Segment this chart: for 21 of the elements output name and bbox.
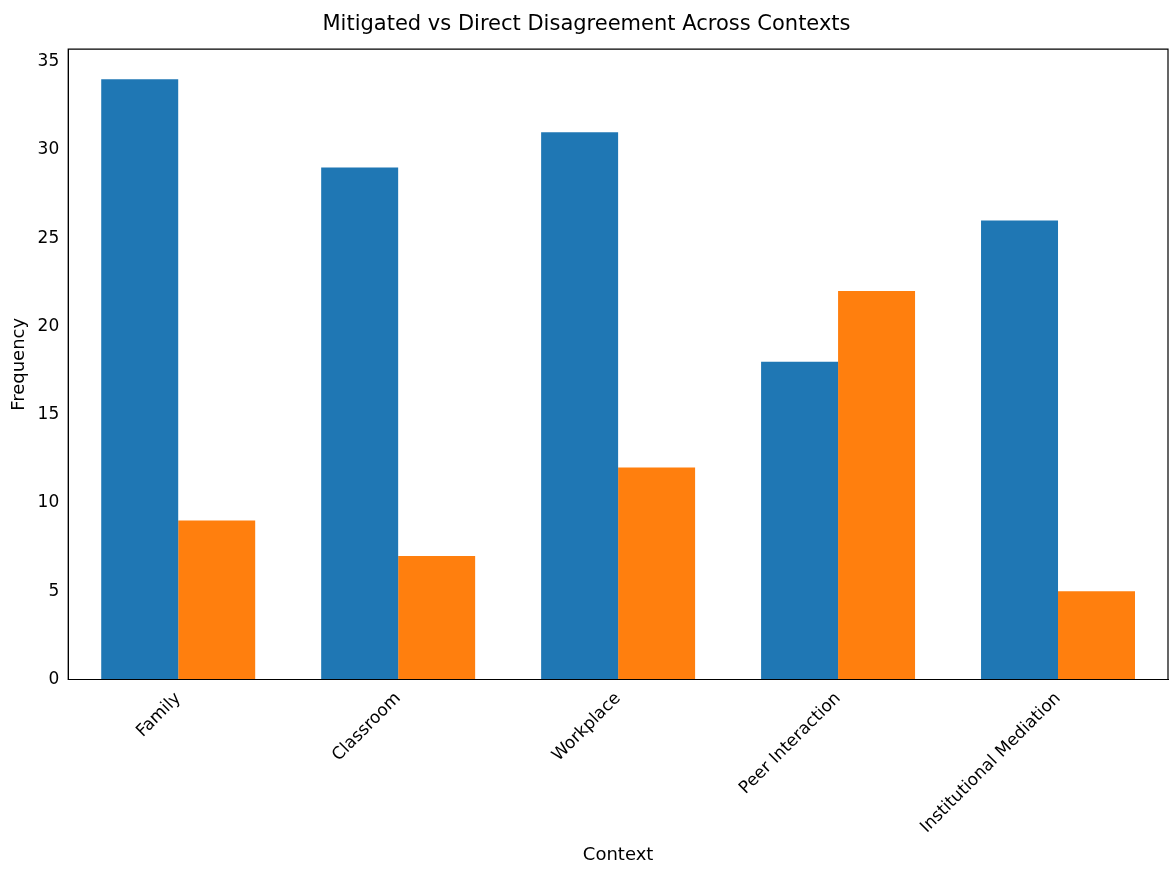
bar xyxy=(541,132,619,680)
bar xyxy=(321,167,399,680)
bar xyxy=(618,467,696,680)
bar xyxy=(101,79,179,680)
y-tick-label: 10 xyxy=(37,491,60,512)
bar xyxy=(838,291,916,680)
bar xyxy=(178,520,256,680)
y-tick-label: 5 xyxy=(48,579,60,600)
y-tick-label: 15 xyxy=(37,403,60,424)
y-tick-label: 25 xyxy=(37,226,60,247)
bar xyxy=(398,555,476,680)
y-tick-label: 20 xyxy=(37,314,60,335)
bar xyxy=(761,361,839,680)
chart-title: Mitigated vs Direct Disagreement Across Contexts xyxy=(322,11,851,36)
y-tick-label: 0 xyxy=(48,667,60,688)
x-axis-title: Context xyxy=(582,842,654,864)
y-axis-title: Frequency xyxy=(7,317,29,411)
y-tick-label: 30 xyxy=(37,138,60,159)
y-tick-label: 35 xyxy=(37,49,60,70)
bar xyxy=(981,220,1059,680)
bar xyxy=(1058,591,1136,680)
